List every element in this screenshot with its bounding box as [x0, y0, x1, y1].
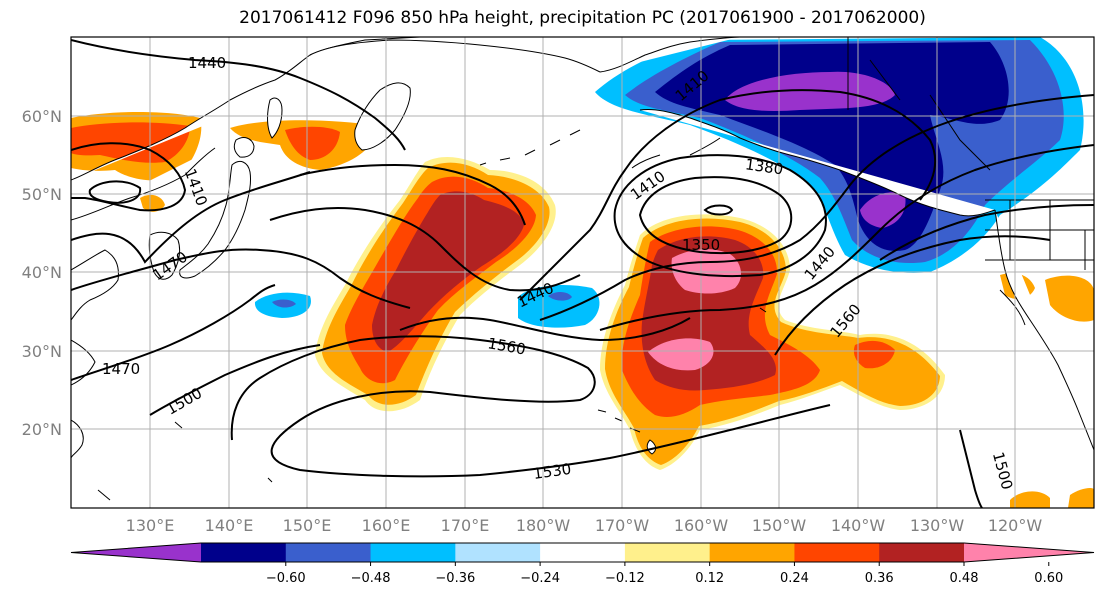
contour-1530-south: [230, 335, 831, 478]
colorbar-segment: [794, 543, 880, 562]
colorbar-segment: [540, 543, 626, 562]
contour-1470-nw: [71, 171, 311, 264]
contour-1560-central: [399, 316, 691, 342]
lon-label: 120°W: [988, 516, 1043, 535]
colorbar-tick-label: −0.36: [435, 571, 475, 586]
colorbar-tick-label: −0.12: [605, 571, 645, 586]
colorbar-extend-low: [71, 543, 201, 562]
lat-label: 20°N: [22, 420, 62, 439]
contour-label: 1380: [744, 155, 784, 178]
height-contours: [71, 39, 1094, 508]
colorbar-tick-label: −0.48: [351, 571, 391, 586]
contour-1410-inner: [88, 180, 142, 204]
contour-1410-ring: [519, 89, 937, 301]
contour-1440-east: [539, 94, 1094, 321]
lon-label: 150°E: [283, 516, 332, 535]
colorbar-tick-label: 0.36: [865, 571, 894, 586]
colorbar-tick-label: 0.12: [695, 571, 724, 586]
map-title: 2017061412 F096 850 hPa height, precipit…: [239, 8, 926, 28]
longitude-labels: 130°E 140°E 150°E 160°E 170°E 180°W 170°…: [126, 516, 1043, 535]
lon-label: 140°W: [831, 516, 886, 535]
colorbar-segment: [624, 543, 711, 562]
colorbar-extend-high: [964, 543, 1094, 562]
contour-1350-ring: [638, 176, 793, 255]
lat-label: 60°N: [22, 107, 62, 126]
contour-1560-east: [774, 235, 1051, 356]
latitude-labels: 60°N 50°N 40°N 30°N 20°N: [22, 107, 62, 439]
colorbar-segment: [879, 543, 965, 562]
map-frame: [70, 36, 1095, 509]
colorbar-segment: [370, 543, 456, 562]
contour-1410-central: [299, 163, 526, 226]
lon-label: 160°E: [362, 516, 411, 535]
lon-label: 150°W: [752, 516, 807, 535]
contour-1500-low: [149, 344, 321, 416]
colorbar: −0.60 −0.48 −0.36 −0.24 −0.12 0.12 0.24 0.36 0.4…: [70, 542, 1095, 586]
positive-anomaly-region-west: [315, 156, 556, 412]
lat-label: 50°N: [22, 185, 62, 204]
contour-label: 1440: [188, 54, 226, 72]
contour-label: 1350: [682, 236, 720, 254]
colorbar-outline: [70, 542, 1095, 563]
negative-anomaly-region-central: [254, 285, 600, 328]
colorbar-segment: [285, 543, 372, 562]
contour-1320-core: [703, 204, 734, 216]
contour-1500-ne: [879, 204, 1094, 261]
lon-label: 130°E: [126, 516, 175, 535]
contour-1380-ring: [613, 154, 827, 278]
colorbar-segment: [709, 543, 795, 562]
contour-label: 1470: [102, 360, 140, 378]
lat-label: 30°N: [22, 342, 62, 361]
colorbar-segment: [201, 543, 287, 562]
contour-1500-w: [71, 248, 411, 309]
contour-1410-west: [71, 142, 187, 212]
colorbar-tick-label: 0.48: [950, 571, 979, 586]
contour-1470-sw: [71, 284, 276, 381]
contour-label: 1530: [532, 460, 572, 483]
colorbar-tick-label: −0.24: [520, 571, 560, 586]
lon-label: 170°W: [595, 516, 650, 535]
lat-label: 40°N: [22, 263, 62, 282]
lon-label: 160°W: [674, 516, 729, 535]
lon-label: 180°W: [516, 516, 571, 535]
colorbar-tick-label: −0.60: [266, 571, 306, 586]
colorbar-segment: [455, 543, 541, 562]
lon-label: 170°E: [441, 516, 490, 535]
colorbar-tick-label: 0.60: [1034, 571, 1063, 586]
contour-1440-north: [71, 39, 406, 151]
contour-1500-east: [959, 429, 983, 508]
colorbar-tick-label: 0.24: [780, 571, 809, 586]
contour-1470-east: [599, 144, 1094, 331]
lon-label: 140°E: [205, 516, 254, 535]
lon-label: 130°W: [910, 516, 965, 535]
positive-anomaly-region-east: [600, 214, 1094, 508]
